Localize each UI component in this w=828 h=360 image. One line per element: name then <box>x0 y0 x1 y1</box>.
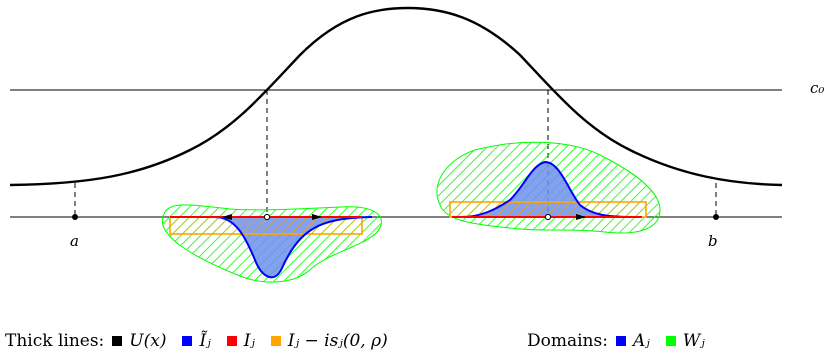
legend-swatch-domain-a <box>615 336 626 346</box>
label-a: a <box>70 232 79 250</box>
legend-label-shifted: Iⱼ − isⱼ(0, ρ) <box>287 331 388 351</box>
legend-swatch-shifted <box>270 336 281 346</box>
legend-domains-title: Domains: <box>527 331 608 351</box>
label-b: b <box>708 232 718 250</box>
itilde-right <box>461 160 633 218</box>
legend-label-domain-a: Aⱼ <box>632 331 650 351</box>
label-c0: c₀ <box>810 79 824 97</box>
legend-label-domain-w: Wⱼ <box>682 331 705 351</box>
arrows-left <box>222 214 322 220</box>
legend-domains: Domains: Aⱼ Wⱼ <box>527 329 713 353</box>
domain-a-right <box>462 162 632 217</box>
legend-swatch-interval <box>226 336 237 346</box>
legend-swatch-domain-w <box>665 336 676 346</box>
domain-a-left <box>174 217 372 278</box>
point-a <box>72 214 78 220</box>
legend-thick-title: Thick lines: <box>5 331 105 351</box>
legend-swatch-itilde <box>182 336 193 346</box>
legend-label-u: U(x) <box>129 331 167 351</box>
legend-label-itilde: Ĩⱼ <box>199 331 211 351</box>
arrows-right <box>576 214 586 220</box>
legend-thick-lines: Thick lines: U(x) Ĩⱼ Iⱼ Iⱼ − isⱼ(0, ρ) <box>5 329 396 353</box>
legend-swatch-u <box>112 336 123 346</box>
curve-u <box>9 6 783 187</box>
point-center-left <box>263 213 271 221</box>
itilde-left <box>174 216 373 279</box>
point-center-right <box>544 213 552 221</box>
legend-label-interval: Iⱼ <box>243 331 255 351</box>
point-b <box>713 214 719 220</box>
